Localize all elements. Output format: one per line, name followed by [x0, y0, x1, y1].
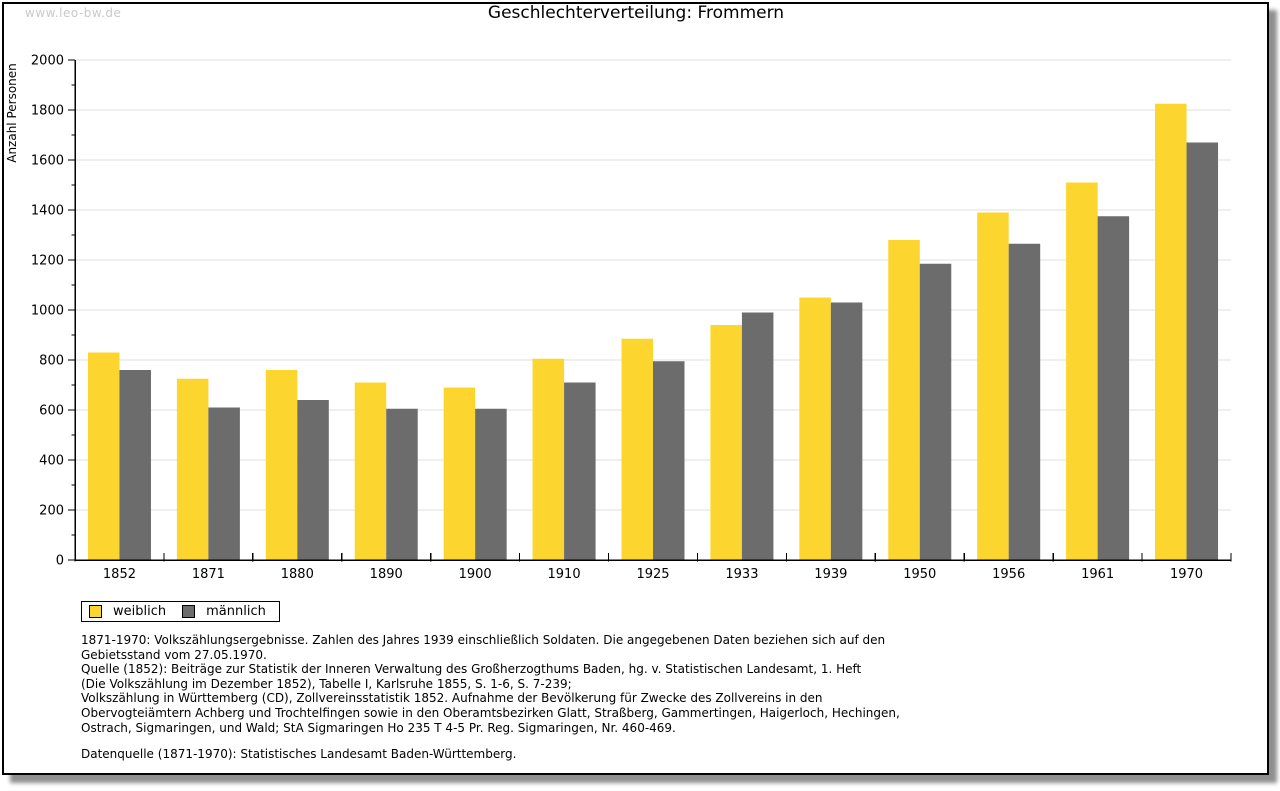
bar-weiblich-1956: [977, 212, 1009, 560]
chart-legend: weiblich männlich: [81, 601, 280, 622]
bar-weiblich-1910: [532, 358, 565, 560]
y-tick-label: 0: [56, 554, 64, 569]
y-tick-label: 1400: [31, 204, 64, 219]
x-tick-label: 1933: [725, 567, 758, 582]
bar-männlich-1871: [208, 407, 240, 560]
x-tick-label: 1970: [1170, 567, 1203, 582]
bar-weiblich-1925: [621, 338, 653, 560]
y-tick-label: 800: [39, 354, 64, 369]
source-notes: 1871-1970: Volkszählungsergebnisse. Zahl…: [81, 633, 900, 735]
bar-männlich-1880: [297, 400, 329, 560]
legend-swatch-männlich: [182, 605, 196, 618]
y-tick-label: 400: [39, 454, 64, 469]
legend-label: männlich: [206, 604, 266, 619]
x-tick-label: 1961: [1081, 567, 1114, 582]
y-axis-title: Anzahl Personen: [5, 63, 19, 163]
datasource-note: Datenquelle (1871-1970): Statistisches L…: [81, 747, 517, 761]
bar-weiblich-1871: [176, 378, 209, 560]
x-tick-label: 1871: [192, 567, 225, 582]
y-tick-label: 200: [39, 504, 64, 519]
bar-männlich-1852: [119, 370, 151, 560]
x-tick-label: 1900: [459, 567, 492, 582]
y-tick-label: 1600: [31, 154, 64, 169]
x-tick-label: 1910: [548, 567, 581, 582]
y-tick-label: 600: [39, 404, 64, 419]
legend-label: weiblich: [113, 604, 167, 619]
chart-title: Geschlechterverteilung: Frommern: [487, 3, 785, 23]
bar-weiblich-1880: [265, 370, 298, 560]
bar-weiblich-1950: [888, 240, 920, 560]
site-watermark: www.leo-bw.de: [25, 6, 122, 20]
x-tick-label: 1852: [103, 567, 136, 582]
x-tick-label: 1925: [636, 567, 669, 582]
bar-männlich-1939: [830, 302, 863, 560]
x-tick-label: 1880: [281, 567, 314, 582]
y-tick-label: 1000: [31, 304, 64, 319]
bar-männlich-1970: [1186, 142, 1219, 560]
x-tick-label: 1950: [903, 567, 936, 582]
bar-männlich-1925: [653, 361, 685, 560]
bar-weiblich-1890: [354, 382, 387, 560]
bar-männlich-1933: [741, 312, 774, 560]
bar-männlich-1910: [564, 382, 596, 560]
legend-swatch-weiblich: [89, 605, 102, 618]
bar-männlich-1900: [475, 408, 507, 560]
bar-weiblich-1900: [443, 387, 476, 560]
bar-männlich-1956: [1008, 243, 1041, 560]
bar-männlich-1890: [386, 408, 418, 560]
x-tick-label: 1939: [814, 567, 847, 582]
bar-weiblich-1933: [710, 325, 742, 560]
bar-chart: 0 200 400 600 800 1000 1200 1400 1600 1800 2000 185…: [5, 54, 1232, 582]
y-tick-label: 2000: [31, 54, 64, 69]
bar-weiblich-1852: [87, 352, 120, 560]
legend-item-weiblich: weiblich: [89, 604, 166, 619]
x-tick-label: 1890: [370, 567, 403, 582]
bar-männlich-1961: [1097, 216, 1130, 560]
y-tick-label: 1200: [31, 254, 64, 269]
y-tick-label: 1800: [31, 104, 64, 119]
x-tick-label: 1956: [992, 567, 1025, 582]
bar-männlich-1950: [919, 263, 952, 560]
bar-weiblich-1970: [1155, 103, 1187, 560]
bar-weiblich-1961: [1066, 182, 1098, 560]
bar-weiblich-1939: [799, 297, 831, 560]
legend-item-männlich: männlich: [182, 604, 266, 619]
